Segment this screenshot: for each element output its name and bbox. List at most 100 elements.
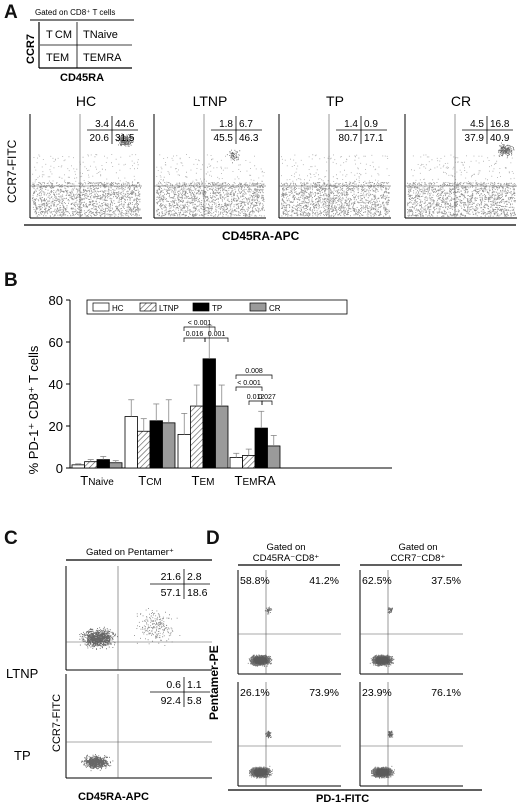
y-tick-label: 80 — [49, 293, 63, 308]
bar-tp — [202, 358, 216, 469]
panel-d-col1-header-2: CD45RA⁻CD8⁺ — [253, 553, 320, 564]
quadrant-value: 37.5% — [431, 575, 461, 587]
panel-letter-d: D — [206, 528, 220, 549]
flow-plot-cr: CR 4.5 16.8 37.9 40.9 — [404, 93, 517, 219]
event-dots — [281, 182, 390, 217]
legend-label: CR — [269, 304, 281, 313]
p-value-annotation: 0.016 — [186, 331, 204, 338]
bar-cr — [162, 422, 176, 469]
event-dots — [116, 133, 134, 147]
y-tick-label: 20 — [49, 419, 63, 434]
panel-d-figure: Gated on CD45RA⁻CD8⁺ Gated on CCR7⁻CD8⁺ … — [207, 542, 482, 804]
quadrant-value: 46.3 — [239, 133, 259, 144]
panel-d-col2-header-1: Gated on — [398, 542, 437, 553]
panel-letter-b: B — [4, 270, 18, 291]
event-dots — [264, 606, 273, 615]
pd1-plot: 58.8% 41.2% — [237, 570, 341, 675]
event-dots — [226, 149, 241, 164]
bar-tp — [149, 420, 163, 469]
y-tick-label: 40 — [49, 377, 63, 392]
panel-c-plots: 21.6 2.8 57.1 18.6 0.6 1.1 92.4 5.8 — [65, 566, 212, 779]
panel-c-x-label: CD45RA-APC — [78, 791, 149, 803]
bar-hc — [229, 457, 243, 469]
quadrant-value: 45.5 — [214, 133, 234, 144]
quadrant-value: 5.8 — [187, 695, 202, 707]
quadrant-value: 31.5 — [115, 133, 135, 144]
quadrant-value: 26.1% — [240, 687, 270, 699]
flow-plot-ltnp: LTNP 1.8 6.7 45.5 46.3 — [153, 93, 266, 219]
key-cell-tcm: T CM — [46, 29, 72, 41]
key-cell-temra: TEMRA — [83, 52, 122, 64]
event-dots — [387, 607, 393, 614]
event-dots — [32, 182, 141, 217]
panel-c-y-label: CCR7-FITC — [51, 694, 63, 752]
bar-cr — [215, 405, 229, 469]
panel-a-plots: HC 3.4 44.6 20.6 31.5 LTNP 1.8 6.7 45.5 46.3 TP1.4… — [29, 93, 517, 219]
event-dots — [374, 656, 391, 665]
panel-letter-c: C — [4, 528, 18, 549]
quadrant-value: 4.5 — [470, 119, 484, 130]
key-gating-label: Gated on CD8⁺ T cells — [35, 8, 115, 17]
quadrant-value: 41.2% — [309, 575, 339, 587]
panel-c-figure: Gated on Pentamer⁺ 21.6 2.8 57.1 18.6 0.6 1.1… — [6, 547, 212, 803]
bar-ltnp — [242, 454, 256, 469]
quadrant-value: 80.7 — [339, 133, 359, 144]
event-dots — [411, 154, 515, 184]
quadrant-value: 1.8 — [219, 119, 233, 130]
quadrant-value: 37.9 — [465, 133, 485, 144]
legend-label: TP — [212, 304, 222, 313]
p-value-annotation: < 0.001 — [237, 380, 261, 387]
panel-a-x-label: CD45RA-APC — [222, 229, 300, 240]
pentamer-plot-tp: 0.6 1.1 92.4 5.8 — [65, 674, 212, 779]
event-dots — [281, 154, 390, 185]
key-y-label: CCR7 — [25, 34, 37, 64]
key-cell-tnaive: TNaive — [83, 29, 118, 41]
quadrant-value: 23.9% — [362, 687, 392, 699]
panel-d-x-label: PD-1-FITC — [316, 793, 369, 804]
panel-c-row-label-tp: TP — [14, 748, 31, 763]
flow-plot-title: LTNP — [193, 93, 228, 109]
pd1-plot: 23.9% 76.1% — [359, 682, 463, 787]
quadrant-value: 1.1 — [187, 679, 202, 691]
quadrant-value: 0.6 — [166, 679, 181, 691]
event-dots — [253, 655, 269, 665]
legend-swatch-cr — [249, 302, 267, 312]
quadrant-value: 76.1% — [431, 687, 461, 699]
quadrant-value: 62.5% — [362, 575, 392, 587]
bar-hc — [71, 464, 85, 469]
quadrant-value: 0.9 — [364, 119, 378, 130]
bar-cr — [267, 445, 281, 469]
bar-chart-bars — [71, 324, 281, 469]
legend-label: HC — [112, 304, 124, 313]
event-dots — [265, 730, 272, 739]
event-dots — [79, 626, 118, 650]
quadrant-value: 44.6 — [115, 119, 135, 130]
quadrant-value: 21.6 — [161, 571, 182, 583]
quadrant-value: 3.4 — [95, 119, 109, 130]
bar-chart-legend: HC LTNP TP CR — [86, 299, 348, 315]
x-tick-label: TEM — [192, 473, 215, 488]
panel-c-row-label-ltnp: LTNP — [6, 666, 38, 681]
pd1-plot: 26.1% 73.9% — [237, 682, 341, 787]
quadrant-value: 17.1 — [364, 133, 384, 144]
quadrant-value: 1.4 — [344, 119, 358, 130]
panel-d-y-label: Pentamer-PE — [207, 645, 221, 720]
panel-d-col2-header-2: CCR7⁻CD8⁺ — [391, 553, 446, 564]
quadrant-value: 40.9 — [490, 133, 510, 144]
x-tick-label: TEMRA — [234, 473, 275, 488]
bar-ltnp — [84, 461, 98, 469]
p-value-annotation: 0.008 — [245, 368, 263, 375]
legend-swatch-ltnp — [139, 302, 157, 312]
quadrant-value: 92.4 — [161, 695, 182, 707]
quadrant-value: 2.8 — [187, 571, 202, 583]
quadrant-value: 58.8% — [240, 575, 270, 587]
p-value-annotation: 0.012 — [247, 394, 265, 401]
bar-chart-y-label: % PD-1⁺ CD8⁺ T cells — [26, 345, 41, 474]
event-dots — [134, 608, 181, 646]
quadrant-value: 57.1 — [161, 587, 182, 599]
event-dots — [81, 754, 114, 772]
bar-tp — [96, 459, 110, 469]
event-dots — [407, 182, 516, 217]
